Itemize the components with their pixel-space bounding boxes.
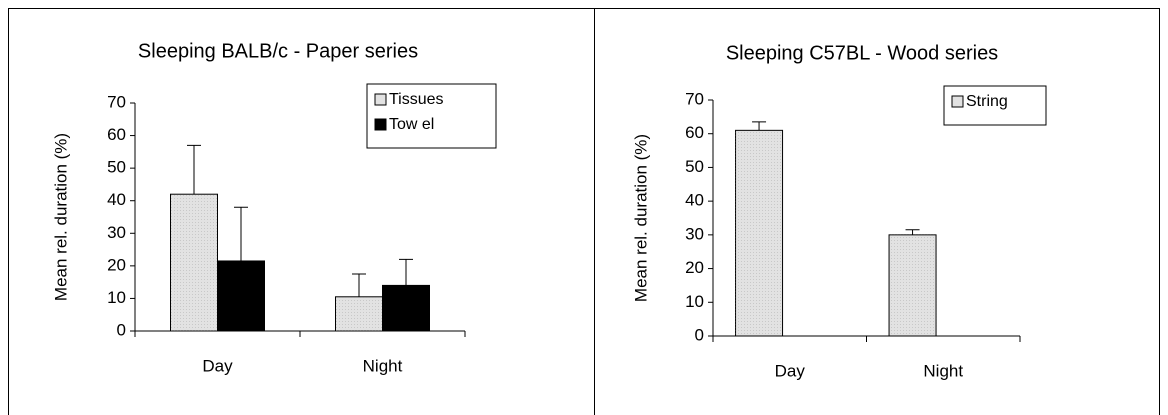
error-bar <box>187 144 201 195</box>
bar <box>382 284 430 332</box>
y-tick-label: 0 <box>695 325 704 344</box>
y-axis-label: Mean rel. duration (%) <box>631 134 650 302</box>
y-tick-label: 0 <box>117 320 126 339</box>
legend-swatch <box>374 93 387 106</box>
legend-swatch <box>951 95 964 108</box>
x-tick-label: Night <box>363 356 403 375</box>
legend-label: Tissues <box>389 91 444 108</box>
y-tick-label: 30 <box>685 224 704 243</box>
legend-box <box>366 83 497 149</box>
error-bar <box>352 273 366 297</box>
y-tick-label: 70 <box>107 92 126 111</box>
y-tick-label: 10 <box>685 292 704 311</box>
x-tick-label: Day <box>202 356 233 375</box>
legend-label: Tow el <box>389 116 434 133</box>
y-tick-label: 60 <box>685 123 704 142</box>
chart-title: Sleeping C57BL - Wood series <box>726 42 998 64</box>
y-axis-label: Mean rel. duration (%) <box>51 133 70 301</box>
x-tick-label: Day <box>775 361 806 380</box>
y-tick-label: 20 <box>685 258 704 277</box>
x-tick-label: Night <box>923 361 963 380</box>
bar <box>217 260 265 332</box>
bar-texture <box>889 234 937 336</box>
bar-texture <box>735 130 783 336</box>
error-bar <box>234 206 248 261</box>
chart-title: Sleeping BALB/c - Paper series <box>138 40 418 62</box>
error-bar <box>752 121 767 131</box>
bar-texture <box>170 194 218 331</box>
y-tick-label: 40 <box>685 191 704 210</box>
y-tick-label: 70 <box>685 89 704 108</box>
y-tick-label: 30 <box>107 223 126 242</box>
frame <box>8 8 1160 415</box>
y-tick-label: 40 <box>107 190 126 209</box>
bar-texture <box>335 296 383 331</box>
y-tick-label: 10 <box>107 288 126 307</box>
legend-label: String <box>966 93 1008 110</box>
y-tick-label: 50 <box>685 157 704 176</box>
y-tick-label: 60 <box>107 125 126 144</box>
y-tick-label: 20 <box>107 255 126 274</box>
error-bar <box>399 258 413 286</box>
legend-swatch <box>374 118 387 131</box>
error-bar <box>905 229 920 235</box>
y-tick-label: 50 <box>107 158 126 177</box>
